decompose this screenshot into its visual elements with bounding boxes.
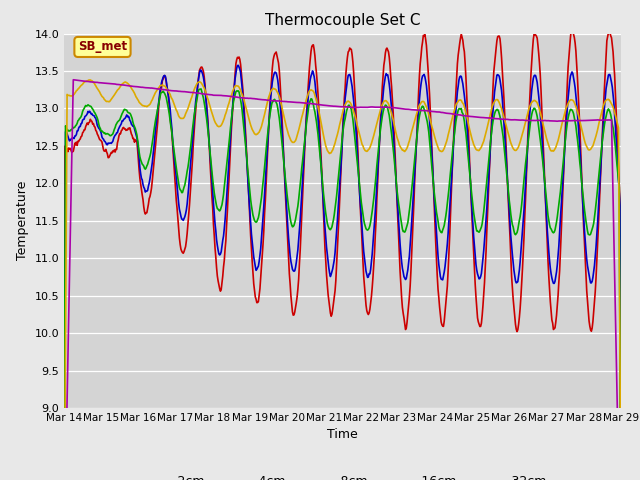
-16cm [185,103,193,109]
-8cm [184,165,192,170]
-32cm [70,77,77,83]
Title: Thermocouple Set C: Thermocouple Set C [265,13,420,28]
-2cm [70,145,78,151]
-2cm [184,221,192,227]
-16cm [70,91,78,97]
-32cm [128,84,136,89]
-2cm [60,456,68,462]
-2cm [568,27,575,33]
-4cm [411,168,419,174]
-8cm [70,125,78,131]
-32cm [428,108,435,114]
Line: -32cm: -32cm [64,80,621,480]
Line: -16cm: -16cm [64,80,621,480]
-16cm [411,117,419,123]
-4cm [70,136,78,142]
-8cm [428,156,435,161]
-4cm [428,140,435,145]
X-axis label: Time: Time [327,429,358,442]
-8cm [214,206,222,212]
-32cm [411,107,419,113]
-2cm [410,196,418,202]
-16cm [428,120,435,126]
Text: SB_met: SB_met [78,40,127,53]
-8cm [127,113,135,119]
-4cm [214,242,221,248]
Line: -4cm: -4cm [64,65,621,480]
Line: -8cm: -8cm [64,89,621,480]
Legend: -2cm, -4cm, -8cm, -16cm, -32cm: -2cm, -4cm, -8cm, -16cm, -32cm [133,470,552,480]
-8cm [197,86,205,92]
-16cm [128,86,136,92]
-32cm [185,89,193,95]
-4cm [184,193,192,199]
-2cm [214,273,221,279]
-16cm [86,77,94,83]
-4cm [127,121,135,127]
Y-axis label: Temperature: Temperature [16,181,29,261]
Line: -2cm: -2cm [64,30,621,480]
-2cm [127,131,135,137]
-8cm [411,155,419,161]
-32cm [214,93,222,98]
-4cm [234,62,242,68]
-4cm [617,427,625,432]
-16cm [214,123,222,129]
-32cm [71,77,79,83]
-2cm [426,107,434,113]
